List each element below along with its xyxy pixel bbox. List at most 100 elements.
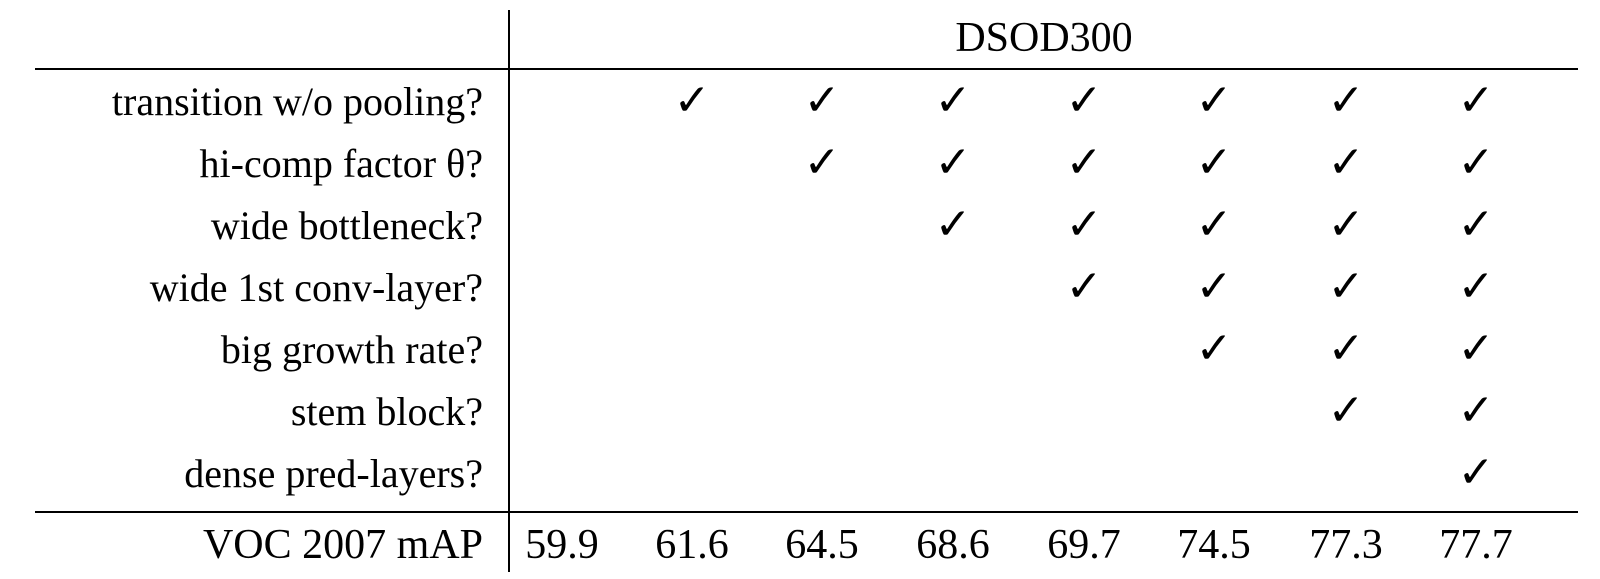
table-cell	[757, 318, 887, 380]
checkmark-icon: ✓	[1195, 199, 1233, 250]
table-row: transition w/o pooling? ✓ ✓ ✓ ✓ ✓ ✓ ✓	[35, 70, 1578, 132]
metric-row: VOC 2007 mAP 59.9 61.6 64.5 68.6 69.7 74.5 77.3…	[35, 514, 1578, 576]
table-cell	[1149, 442, 1279, 504]
checkmark-icon: ✓	[1457, 75, 1495, 126]
header-rule	[35, 68, 1578, 70]
checkmark-icon: ✓	[1457, 447, 1495, 498]
table-cell	[1019, 442, 1149, 504]
metric-value: 77.3	[1309, 522, 1383, 568]
table-cell: ✓	[1281, 318, 1411, 380]
checkmark-icon: ✓	[934, 199, 972, 250]
table-cell	[627, 256, 757, 318]
table-row: big growth rate? ✓ ✓ ✓	[35, 318, 1578, 380]
feature-label: transition w/o pooling?	[111, 78, 483, 124]
table-cell: ✓	[1411, 442, 1541, 504]
table-cell	[497, 442, 627, 504]
table-cell: ✓	[1281, 70, 1411, 132]
table-row: dense pred-layers? ✓	[35, 442, 1578, 504]
table-cell	[888, 442, 1018, 504]
table-cell	[1149, 380, 1279, 442]
table-cell	[627, 318, 757, 380]
table-cell	[757, 256, 887, 318]
table-cell: ✓	[1019, 194, 1149, 256]
table-cell: ✓	[888, 194, 1018, 256]
table-cell	[497, 194, 627, 256]
table-cell: ✓	[1149, 132, 1279, 194]
table-cell: ✓	[1019, 132, 1149, 194]
table-cell	[888, 256, 1018, 318]
checkmark-icon: ✓	[1457, 385, 1495, 436]
checkmark-icon: ✓	[1327, 137, 1365, 188]
table-cell: ✓	[1281, 132, 1411, 194]
metric-value: 64.5	[785, 522, 859, 568]
table-row: wide bottleneck? ✓ ✓ ✓ ✓ ✓	[35, 194, 1578, 256]
feature-label: hi-comp factor θ?	[199, 140, 483, 186]
table-cell: ✓	[1411, 380, 1541, 442]
checkmark-icon: ✓	[934, 75, 972, 126]
table-row: hi-comp factor θ? ✓ ✓ ✓ ✓ ✓ ✓	[35, 132, 1578, 194]
feature-label: dense pred-layers?	[184, 450, 483, 496]
vertical-rule	[508, 10, 510, 572]
feature-label: wide 1st conv-layer?	[149, 264, 483, 310]
checkmark-icon: ✓	[1195, 137, 1233, 188]
checkmark-icon: ✓	[1457, 137, 1495, 188]
checkmark-icon: ✓	[1457, 199, 1495, 250]
table-cell	[888, 380, 1018, 442]
metric-value: 68.6	[916, 522, 990, 568]
table-cell	[757, 194, 887, 256]
feature-label: wide bottleneck?	[210, 202, 483, 248]
table-cell: ✓	[888, 70, 1018, 132]
checkmark-icon: ✓	[1065, 137, 1103, 188]
table-cell: ✓	[757, 132, 887, 194]
table-cell	[627, 442, 757, 504]
table-cell	[497, 132, 627, 194]
checkmark-icon: ✓	[1327, 261, 1365, 312]
feature-label: stem block?	[290, 388, 483, 434]
table-cell: ✓	[1019, 70, 1149, 132]
metric-value: 61.6	[655, 522, 729, 568]
checkmark-icon: ✓	[803, 75, 841, 126]
checkmark-icon: ✓	[1327, 323, 1365, 374]
table-cell	[497, 318, 627, 380]
table-row: stem block? ✓ ✓	[35, 380, 1578, 442]
table-cell: ✓	[1149, 194, 1279, 256]
table-cell: ✓	[757, 70, 887, 132]
table-cell: ✓	[1281, 380, 1411, 442]
table-cell	[497, 70, 627, 132]
table-cell: ✓	[1411, 70, 1541, 132]
table-cell: ✓	[1411, 194, 1541, 256]
table-cell: ✓	[1019, 256, 1149, 318]
table-cell	[627, 132, 757, 194]
table-cell: ✓	[1281, 256, 1411, 318]
table-cell: ✓	[888, 132, 1018, 194]
metric-label: VOC 2007 mAP	[202, 522, 483, 568]
checkmark-icon: ✓	[1195, 75, 1233, 126]
metric-value: 69.7	[1047, 522, 1121, 568]
table-cell	[757, 442, 887, 504]
checkmark-icon: ✓	[1457, 261, 1495, 312]
table-cell: ✓	[1281, 194, 1411, 256]
table-cell: ✓	[1149, 318, 1279, 380]
group-header: DSOD300	[955, 15, 1133, 61]
table-cell	[1019, 380, 1149, 442]
table-cell: ✓	[1411, 256, 1541, 318]
table-row: wide 1st conv-layer? ✓ ✓ ✓ ✓	[35, 256, 1578, 318]
table-cell	[497, 380, 627, 442]
table-cell	[1019, 318, 1149, 380]
table-cell: ✓	[1149, 256, 1279, 318]
table-cell: ✓	[627, 70, 757, 132]
checkmark-icon: ✓	[803, 137, 841, 188]
checkmark-icon: ✓	[1327, 385, 1365, 436]
checkmark-icon: ✓	[1065, 261, 1103, 312]
metric-rule	[35, 511, 1578, 513]
checkmark-icon: ✓	[673, 75, 711, 126]
feature-label: big growth rate?	[220, 326, 483, 372]
metric-value: 74.5	[1177, 522, 1251, 568]
table-cell	[888, 318, 1018, 380]
checkmark-icon: ✓	[1327, 75, 1365, 126]
checkmark-icon: ✓	[1327, 199, 1365, 250]
table-cell: ✓	[1149, 70, 1279, 132]
checkmark-icon: ✓	[1195, 323, 1233, 374]
table-cell	[497, 256, 627, 318]
checkmark-icon: ✓	[934, 137, 972, 188]
